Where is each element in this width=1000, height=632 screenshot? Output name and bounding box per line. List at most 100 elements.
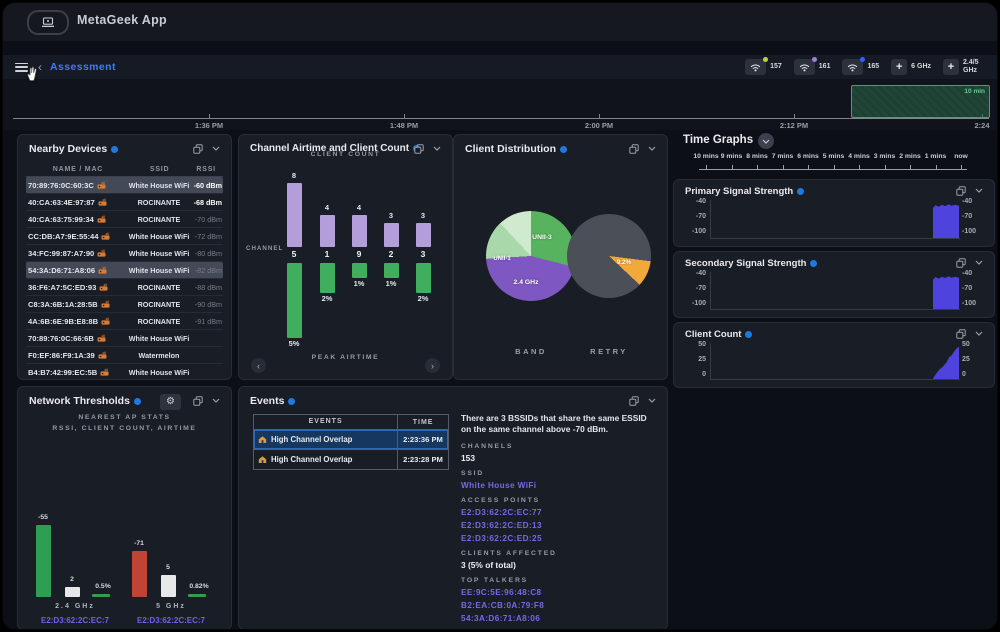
breadcrumb-assessment[interactable]: Assessment	[50, 61, 116, 73]
rssi-value: -71	[124, 540, 154, 547]
time-graphs-collapse-button[interactable]	[758, 133, 774, 149]
snapshot-icon[interactable]	[956, 258, 966, 268]
distribution-title: Client Distribution	[465, 143, 556, 155]
device-row[interactable]: C8:3A:6B:1A:28:5B ROCINANTE -90 dBm	[26, 296, 223, 313]
device-row[interactable]: 36:F6:A7:5C:ED:93 ROCINANTE -88 dBm	[26, 279, 223, 296]
device-row[interactable]: 4A:6B:6E:9B:E8:8B ROCINANTE -91 dBm	[26, 313, 223, 330]
clients-value: 2	[57, 576, 87, 583]
add-band-button[interactable]: + 6 GHz	[891, 59, 931, 75]
snapshot-icon[interactable]	[629, 144, 639, 154]
band-label: 2.4 GHz	[30, 603, 120, 610]
collapse-chevron-icon[interactable]	[648, 398, 656, 403]
collapse-chevron-icon[interactable]	[975, 331, 983, 336]
events-table: EVENTS TIME High Channel Overlap 2:23:36…	[253, 414, 449, 470]
access-point-icon	[101, 300, 110, 308]
device-row[interactable]: 40:CA:63:4E:97:87 ROCINANTE -68 dBm	[26, 194, 223, 211]
detail-link[interactable]: 54:3A:D6:71:A8:06	[461, 614, 657, 623]
event-time: 2:23:28 PM	[398, 455, 448, 464]
device-ssid: Watermelon	[129, 351, 188, 360]
ruler-tick	[834, 165, 835, 170]
device-mac: 54:3A:D6:71:A8:06	[26, 266, 129, 275]
table-header: NAME / MAC SSID RSSI	[26, 162, 223, 177]
detail-section: ACCESS POINTSE2:D3:62:2C:EC:77E2:D3:62:2…	[461, 497, 657, 543]
next-page-button[interactable]: ›	[425, 358, 440, 373]
y-axis-label: -40	[962, 198, 986, 205]
snapshot-icon[interactable]	[956, 329, 966, 339]
info-icon[interactable]	[111, 146, 118, 153]
access-point-icon	[97, 181, 106, 189]
info-icon[interactable]	[797, 188, 804, 195]
device-ssid: White House WiFi	[129, 181, 189, 190]
y-axis-label: 0	[680, 371, 706, 378]
snapshot-icon[interactable]	[629, 396, 639, 406]
device-row[interactable]: CC:DB:A7:9E:55:44 White House WiFi -72 d…	[26, 228, 223, 245]
detail-section: TOP TALKERS EE:9C:5E:96:48:C8 B2:EA:CB:0A:…	[461, 577, 657, 623]
nearby-devices-table: NAME / MAC SSID RSSI 70:89:76:0C:60:3C W…	[26, 162, 223, 380]
prev-page-button[interactable]: ‹	[251, 358, 266, 373]
device-row[interactable]: F0:EF:86:F9:1A:39 Watermelon	[26, 347, 223, 364]
device-ssid: ROCINANTE	[129, 283, 188, 292]
device-button[interactable]	[27, 10, 69, 35]
snapshot-icon[interactable]	[956, 186, 966, 196]
collapse-chevron-icon[interactable]	[212, 146, 220, 151]
ruler-tick	[885, 165, 886, 170]
channel-label: 9	[344, 249, 374, 259]
info-icon[interactable]	[560, 146, 567, 153]
timeline-tick	[404, 114, 405, 119]
ruler-tick	[961, 165, 962, 170]
add-band-button[interactable]: + 2.4/5 GHz	[943, 59, 989, 75]
device-row[interactable]: 40:CA:63:75:99:34 ROCINANTE -70 dBm	[26, 211, 223, 228]
info-icon[interactable]	[810, 260, 817, 267]
info-icon[interactable]	[745, 331, 752, 338]
collapse-chevron-icon[interactable]	[975, 260, 983, 265]
ap-mac-link[interactable]: E2:D3:62:2C:EC:7	[27, 616, 123, 625]
time-graphs-title: Time Graphs	[683, 134, 753, 146]
detail-link[interactable]: E2:D3:62:2C:ED:25	[461, 534, 657, 543]
y-axis-label: -40	[680, 270, 706, 277]
device-mac: 70:89:76:0C:66:6B	[26, 334, 129, 343]
timeline-axis	[13, 118, 989, 119]
event-row[interactable]: High Channel Overlap 2:23:36 PM	[254, 430, 448, 450]
event-label: High Channel Overlap	[254, 430, 398, 449]
graph-title: Primary Signal Strength	[685, 186, 793, 197]
detail-link[interactable]: E2:D3:62:2C:ED:13	[461, 521, 657, 530]
graph-plot-area	[710, 200, 960, 239]
app-window: MetaGeek App ‹ Assessment 157 161 165 + …	[2, 2, 998, 630]
device-ssid: White House WiFi	[129, 368, 189, 377]
hand-cursor	[25, 65, 40, 82]
info-icon[interactable]	[288, 398, 295, 405]
access-point-icon	[100, 368, 109, 376]
snapshot-icon[interactable]	[193, 144, 203, 154]
channel-badge-button[interactable]: 157	[745, 59, 782, 75]
device-row[interactable]: 54:3A:D6:71:A8:06 White House WiFi -82 d…	[26, 262, 223, 279]
device-mac: C8:3A:6B:1A:28:5B	[26, 300, 129, 309]
detail-link[interactable]: White House WiFi	[461, 481, 657, 490]
device-row[interactable]: 70:89:76:0C:60:3C White House WiFi -60 d…	[26, 177, 223, 194]
channel-badge-button[interactable]: 161	[794, 59, 831, 75]
device-rssi: -60 dBm	[189, 181, 223, 190]
retry-pie-chart	[567, 214, 651, 298]
detail-section-label: TOP TALKERS	[461, 577, 657, 584]
collapse-chevron-icon[interactable]	[648, 146, 656, 151]
device-rssi: -70 dBm	[189, 215, 223, 224]
ruler-tick	[808, 165, 809, 170]
client-count-value: 3	[408, 211, 438, 220]
detail-link[interactable]: E2:D3:62:2C:EC:77	[461, 508, 657, 517]
channel-badge-button[interactable]: 165	[842, 59, 879, 75]
detail-section-label: CLIENTS AFFECTED	[461, 550, 657, 557]
device-row[interactable]: 34:FC:99:87:A7:90 White House WiFi -80 d…	[26, 245, 223, 262]
channel-number: 161	[819, 63, 831, 71]
device-row[interactable]: B4:B7:42:99:EC:5B White House WiFi	[26, 364, 223, 380]
collapse-chevron-icon[interactable]	[975, 188, 983, 193]
device-row[interactable]: 70:89:76:0C:66:6B White House WiFi	[26, 330, 223, 347]
event-row[interactable]: High Channel Overlap 2:23:28 PM	[254, 450, 448, 469]
detail-link[interactable]: EE:9C:5E:96:48:C8	[461, 588, 657, 597]
timeline-selection[interactable]: 10 min	[851, 85, 990, 118]
detail-link[interactable]: B2:EA:CB:0A:79:F8	[461, 601, 657, 610]
timeline-tick	[794, 114, 795, 119]
ap-mac-link[interactable]: E2:D3:62:2C:EC:7	[123, 616, 219, 625]
ruler-tick	[757, 165, 758, 170]
airtime-value: 5%	[279, 339, 309, 348]
wifi-icon	[842, 59, 863, 75]
device-ssid: ROCINANTE	[129, 317, 188, 326]
